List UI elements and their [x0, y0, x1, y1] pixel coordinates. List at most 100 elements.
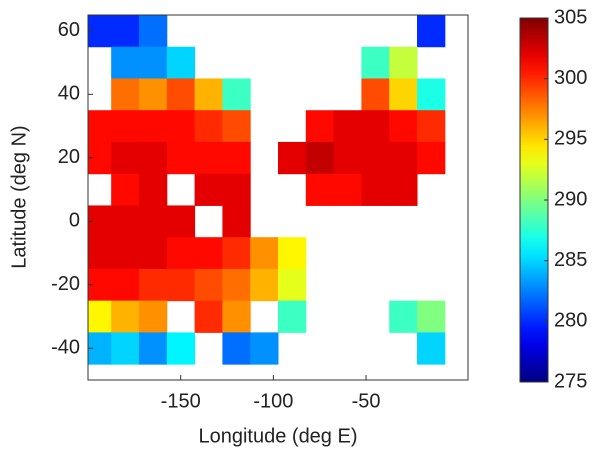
heatmap-cell — [111, 15, 140, 48]
heatmap-cell — [138, 46, 168, 79]
heatmap-cell — [194, 78, 223, 111]
heatmap-cell — [138, 205, 168, 238]
heatmap-cell — [166, 141, 196, 175]
heatmap-cell — [222, 173, 251, 206]
heatmap-cell — [250, 237, 279, 270]
heatmap-cell — [88, 300, 112, 333]
heatmap-cell — [417, 141, 446, 175]
heatmap-cell — [333, 141, 362, 175]
heatmap-cell — [88, 110, 112, 143]
heatmap-cell — [138, 173, 168, 206]
heatmap-cell — [417, 332, 446, 365]
y-tick-label: 40 — [58, 83, 80, 105]
heatmap-cell — [417, 300, 446, 333]
heatmap-cell — [138, 141, 168, 175]
y-tick-label: 60 — [58, 19, 80, 41]
colorbar-tick-label: 305 — [554, 6, 587, 28]
x-axis-label: Longitude (deg E) — [198, 425, 357, 447]
heatmap-cell — [194, 300, 223, 333]
heatmap-cell — [389, 110, 418, 143]
heatmap-cell — [138, 300, 168, 333]
heatmap-cell — [111, 173, 140, 206]
y-tick-label: -20 — [51, 273, 80, 295]
heatmap-cell — [88, 205, 112, 238]
heatmap-cell — [389, 173, 418, 206]
heatmap-cell — [88, 15, 112, 48]
heatmap-cell — [305, 141, 335, 175]
heatmap-cell — [166, 268, 196, 302]
heatmap-cell — [194, 173, 223, 206]
heatmap-cell — [250, 332, 279, 365]
heatmap-cell — [222, 205, 251, 238]
y-tick-label: 20 — [58, 146, 80, 168]
heatmap-cells — [88, 15, 446, 365]
heatmap-cell — [333, 110, 362, 143]
heatmap-cell — [111, 141, 140, 175]
heatmap-cell — [88, 268, 112, 302]
heatmap-cell — [166, 332, 196, 365]
heatmap-cell — [278, 141, 307, 175]
colorbar-tick-label: 285 — [554, 249, 587, 271]
colorbar-tick-label: 275 — [554, 370, 587, 392]
heatmap-cell — [417, 78, 446, 111]
heatmap-cell — [166, 46, 196, 79]
heatmap-cell — [222, 141, 251, 175]
heatmap-cell — [194, 141, 223, 175]
heatmap-cell — [194, 268, 223, 302]
y-tick-label: -40 — [51, 337, 80, 359]
heatmap-cell — [222, 300, 251, 333]
y-tick-label: 0 — [69, 210, 80, 232]
heatmap-cell — [389, 141, 418, 175]
heatmap-cell — [389, 46, 418, 79]
heatmap-cell — [417, 110, 446, 143]
heatmap-cell — [166, 110, 196, 143]
heatmap-cell — [166, 237, 196, 270]
heatmap-cell — [166, 205, 196, 238]
heatmap-cell — [111, 205, 140, 238]
heatmap-cell — [111, 300, 140, 333]
heatmap-cell — [88, 332, 112, 365]
colorbar-tick-label: 290 — [554, 188, 587, 210]
heatmap-cell — [138, 332, 168, 365]
heatmap-cell — [389, 78, 418, 111]
heatmap-cell — [88, 237, 112, 270]
heatmap-cell — [250, 268, 279, 302]
heatmap-cell — [111, 78, 140, 111]
heatmap-cell — [361, 46, 390, 79]
heatmap-cell — [166, 78, 196, 111]
heatmap-cell — [305, 173, 335, 206]
heatmap-cell — [88, 141, 112, 175]
heatmap-cell — [222, 332, 251, 365]
heatmap-cell — [194, 110, 223, 143]
heatmap-cell — [361, 173, 390, 206]
colorbar-tick-label: 280 — [554, 310, 587, 332]
heatmap-cell — [361, 141, 390, 175]
colorbar — [519, 17, 549, 383]
heatmap-cell — [111, 332, 140, 365]
heatmap-cell — [194, 237, 223, 270]
y-axis-label: Latitude (deg N) — [8, 125, 30, 268]
heatmap-cell — [222, 237, 251, 270]
heatmap-cell — [278, 268, 307, 302]
heatmap-cell — [222, 110, 251, 143]
colorbar-tick-label: 295 — [554, 128, 587, 150]
heatmap-cell — [333, 173, 362, 206]
x-tick-label: -100 — [253, 390, 293, 412]
heatmap-cell — [111, 237, 140, 270]
plot-frame — [87, 14, 469, 381]
heatmap-cell — [138, 78, 168, 111]
colorbar-tick-label: 300 — [554, 67, 587, 89]
heatmap-cell — [111, 268, 140, 302]
x-tick-label: -50 — [352, 390, 381, 412]
heatmap-cell — [222, 268, 251, 302]
heatmap-cell — [138, 268, 168, 302]
heatmap-cell — [222, 78, 251, 111]
heatmap-cell — [417, 15, 446, 48]
heatmap-cell — [138, 15, 168, 48]
heatmap-cell — [278, 300, 307, 333]
heatmap-cell — [305, 110, 335, 143]
heatmap-cell — [278, 237, 307, 270]
heatmap-cell — [138, 110, 168, 143]
heatmap-cell — [389, 300, 418, 333]
